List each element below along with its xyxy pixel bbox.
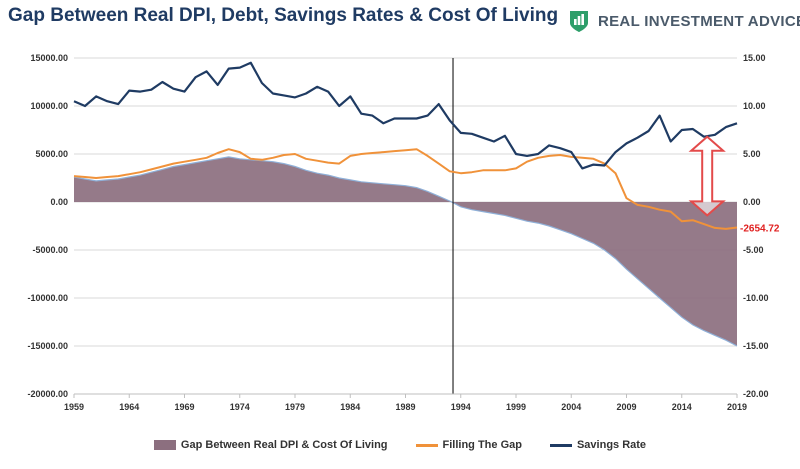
- savings-rate-line: [73, 61, 738, 170]
- double-arrow-icon: [688, 135, 726, 217]
- filling-gap-line: [73, 148, 738, 230]
- y-right-tick-label: 15.00: [743, 53, 766, 63]
- brand-name: REAL INVESTMENT ADVICE: [598, 12, 800, 30]
- y-right-tick-label: -5.00: [743, 245, 764, 255]
- savings-rate-series: [73, 61, 738, 170]
- legend-swatch-savings: [549, 443, 572, 447]
- gap-area-series: [73, 156, 738, 347]
- brand-logo: REAL INVESTMENT ADVICE: [566, 8, 800, 34]
- right-axis-ticks: 15.00 10.00 5.00 0.00 -5.00 -10.00 -15.00 -20.0…: [743, 53, 769, 399]
- left-axis-ticks: 15000.00 10000.00 5000.00 0.00 -5000.00 -1000…: [27, 53, 68, 399]
- y-right-tick-label: 0.00: [743, 197, 761, 207]
- x-tick-label: 2019: [727, 402, 747, 412]
- y-left-tick-label: 10000.00: [30, 101, 68, 111]
- x-tick-label: 1974: [230, 402, 250, 412]
- y-right-tick-label: 5.00: [743, 149, 761, 159]
- x-tick-label: 1964: [119, 402, 139, 412]
- x-tick-label: 1979: [285, 402, 305, 412]
- y-left-tick-label: -5000.00: [32, 245, 68, 255]
- y-right-tick-label: 10.00: [743, 101, 766, 111]
- legend-label-filling: Filling The Gap: [442, 439, 522, 451]
- legend-item-filling: Filling The Gap: [415, 439, 522, 451]
- y-left-tick-label: -10000.00: [27, 293, 68, 303]
- legend-label-savings: Savings Rate: [576, 439, 647, 451]
- legend-swatch-gap: [153, 440, 176, 450]
- y-right-tick-label: -20.00: [743, 389, 769, 399]
- x-tick-label: 2004: [561, 402, 581, 412]
- x-axis-ticks: 1959 1964 1969 1974 1979 1984 1989 1994 1999 2004…: [64, 393, 747, 412]
- x-tick-label: 1994: [451, 402, 471, 412]
- x-tick-label: 1999: [506, 402, 526, 412]
- y-left-tick-label: 5000.00: [35, 149, 68, 159]
- legend-label-gap: Gap Between Real DPI & Cost Of Living: [180, 439, 388, 451]
- x-tick-label: 1969: [174, 402, 194, 412]
- x-tick-label: 2009: [616, 402, 636, 412]
- x-tick-label: 1989: [395, 402, 415, 412]
- gap-area: [74, 156, 737, 346]
- x-tick-label: 2014: [672, 402, 692, 412]
- legend-item-gap: Gap Between Real DPI & Cost Of Living: [153, 439, 388, 451]
- chart-title: Gap Between Real DPI, Debt, Savings Rate…: [8, 5, 559, 26]
- x-tick-label: 1984: [340, 402, 360, 412]
- y-left-tick-label: -20000.00: [27, 389, 68, 399]
- gap-area-edge: [73, 156, 738, 347]
- x-tick-label: 1959: [64, 402, 84, 412]
- last-value-label: -2654.72: [740, 223, 780, 234]
- y-right-tick-label: -15.00: [743, 341, 769, 351]
- chart-legend: Gap Between Real DPI & Cost Of Living Fi…: [0, 436, 800, 454]
- legend-swatch-filling: [415, 443, 438, 447]
- bar-chart-logo-icon: [570, 11, 588, 32]
- y-left-tick-label: 0.00: [50, 197, 68, 207]
- y-right-tick-label: -10.00: [743, 293, 769, 303]
- filling-gap-series: [73, 148, 738, 230]
- annotation-arrow: [688, 135, 726, 217]
- y-left-tick-label: -15000.00: [27, 341, 68, 351]
- legend-item-savings: Savings Rate: [549, 439, 647, 451]
- y-left-tick-label: 15000.00: [30, 53, 68, 63]
